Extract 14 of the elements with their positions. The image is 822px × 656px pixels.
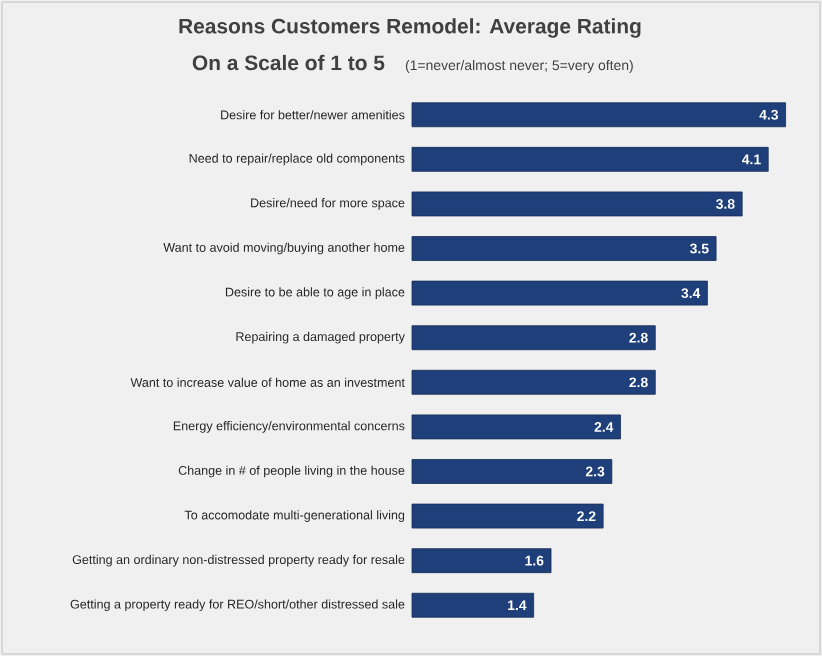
bar	[411, 592, 535, 618]
bar	[411, 191, 743, 217]
bar	[411, 414, 621, 440]
bar	[411, 146, 769, 172]
bar	[411, 236, 717, 261]
bar	[411, 102, 786, 128]
chart-title: Reasons Customers Remodel: Average Rating	[179, 18, 641, 38]
bar	[411, 369, 656, 395]
bar	[411, 548, 552, 574]
bar	[411, 459, 613, 484]
chart-subtitle: On a Scale of 1 to 5	[192, 54, 385, 71]
bar	[411, 280, 708, 306]
bar	[411, 325, 656, 351]
bar	[411, 503, 604, 529]
